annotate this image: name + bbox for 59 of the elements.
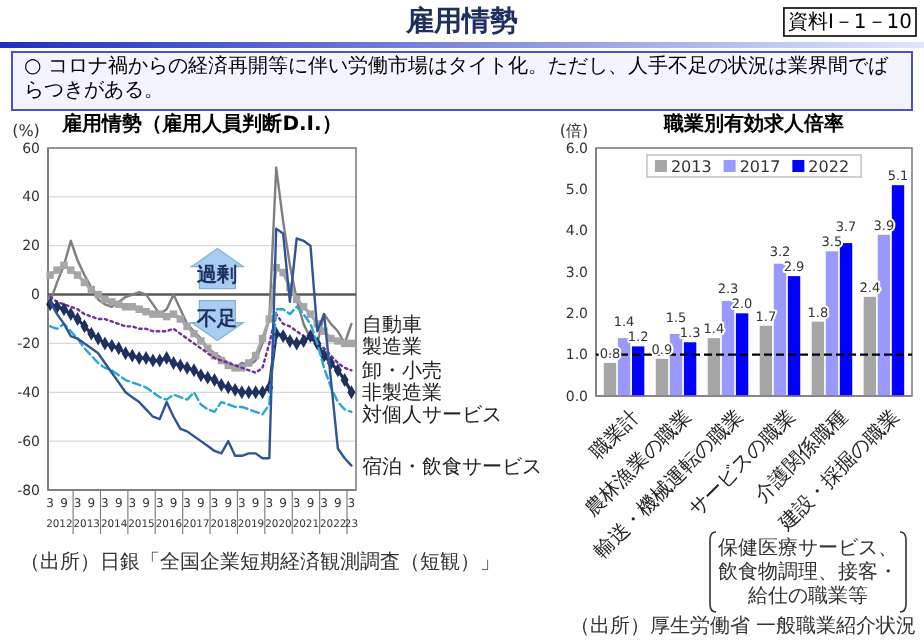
chart-title: 職業別有効求人倍率 [662, 112, 844, 136]
legend-label: 2017 [739, 158, 781, 176]
bar [877, 234, 891, 396]
point [156, 310, 164, 318]
point [142, 307, 150, 316]
bar [863, 296, 877, 396]
y-axis-title: (倍) [559, 122, 589, 140]
annotation: 過剰 [195, 262, 238, 287]
series-label: 製造業 [362, 334, 422, 359]
point [197, 337, 205, 345]
y-axis-title: (%) [12, 122, 40, 140]
point [46, 271, 54, 279]
chart-title: 雇用情勢（雇用人員判断D.I.） [60, 112, 342, 136]
point [73, 271, 82, 279]
bar [707, 338, 721, 396]
point [53, 266, 61, 274]
legend-label: 2022 [808, 158, 850, 176]
point [190, 329, 198, 338]
point [108, 298, 116, 306]
bar [839, 243, 853, 396]
point [245, 359, 253, 367]
text: （出所）日銀「全国企業短期経済観測調査（短観）」 [20, 550, 500, 574]
series-label: 宿泊・飲食サービス [362, 454, 542, 479]
bar [811, 321, 825, 396]
text: （出所）厚生労働省 一般職業紹介状況 [569, 614, 916, 638]
point [101, 295, 109, 304]
point [94, 290, 102, 299]
point [121, 303, 130, 311]
point [334, 337, 342, 345]
bar [891, 185, 905, 396]
bar [655, 358, 669, 396]
point [306, 310, 315, 318]
legend-label: 2013 [670, 158, 712, 176]
series-label: 卸・小売 [362, 359, 442, 384]
bar [683, 342, 697, 396]
point [176, 315, 185, 323]
point [183, 322, 191, 331]
bar [735, 313, 749, 396]
series-label: 非製造業 [362, 381, 442, 406]
text: 雇用情勢 [404, 4, 518, 38]
bar [787, 276, 801, 396]
point [135, 305, 143, 313]
point [169, 310, 178, 318]
line-series [48, 166, 353, 370]
point [149, 310, 157, 318]
series-label: 自動車 [362, 312, 422, 337]
bar [603, 362, 617, 396]
point [299, 303, 308, 311]
annotation: 不足 [195, 306, 238, 331]
point [67, 266, 75, 274]
bar [773, 263, 787, 396]
line-series [48, 227, 353, 467]
line-series [48, 305, 353, 416]
bar [759, 325, 773, 396]
point [60, 261, 68, 269]
text: ○ コロナ禍からの経済再開等に伴い労働市場はタイト化。ただし、人手不足の状況は業界間でばらつきがある。 [24, 54, 890, 102]
bar [631, 346, 645, 396]
series-label: 対個人サービス [362, 403, 502, 428]
bar [825, 251, 839, 396]
